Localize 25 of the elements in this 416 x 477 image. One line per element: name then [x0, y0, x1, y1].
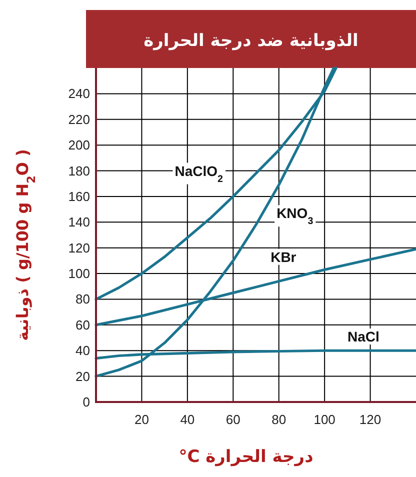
- y-tick-label: 160: [68, 188, 90, 204]
- y-tick-label: 40: [76, 343, 90, 358]
- chart-title: الذوبانية ضد درجة الحرارة: [144, 31, 358, 51]
- x-tick-label: 100: [314, 412, 336, 427]
- y-tick-label: 80: [76, 292, 90, 307]
- series-label: NaClO$_{2}$: [174, 162, 224, 184]
- y-tick-label: 120: [68, 240, 90, 256]
- x-axis-title: °C درجة الحرارة: [178, 447, 314, 467]
- y-tick-label: 0: [82, 394, 90, 410]
- series-label: KNO$_{3}$: [276, 205, 314, 227]
- y-tick-label: 200: [68, 138, 90, 153]
- y-tick-label: 180: [68, 163, 90, 178]
- x-tick-label: 40: [180, 412, 195, 427]
- y-tick-label: 240: [68, 86, 90, 102]
- x-tick-label: 80: [272, 412, 286, 427]
- series-label: KBr: [270, 248, 297, 265]
- y-tick-label: 20: [76, 368, 90, 384]
- y-tick-label: 60: [76, 317, 90, 332]
- x-tick-label: 120: [359, 412, 382, 427]
- y-tick-label: 220: [68, 112, 90, 127]
- x-tick-label: 20: [134, 412, 149, 427]
- series-label: NaCl: [347, 328, 380, 344]
- y-tick-label: 100: [68, 266, 90, 282]
- y-tick-label: 140: [68, 214, 90, 230]
- x-tick-label: 60: [226, 412, 240, 427]
